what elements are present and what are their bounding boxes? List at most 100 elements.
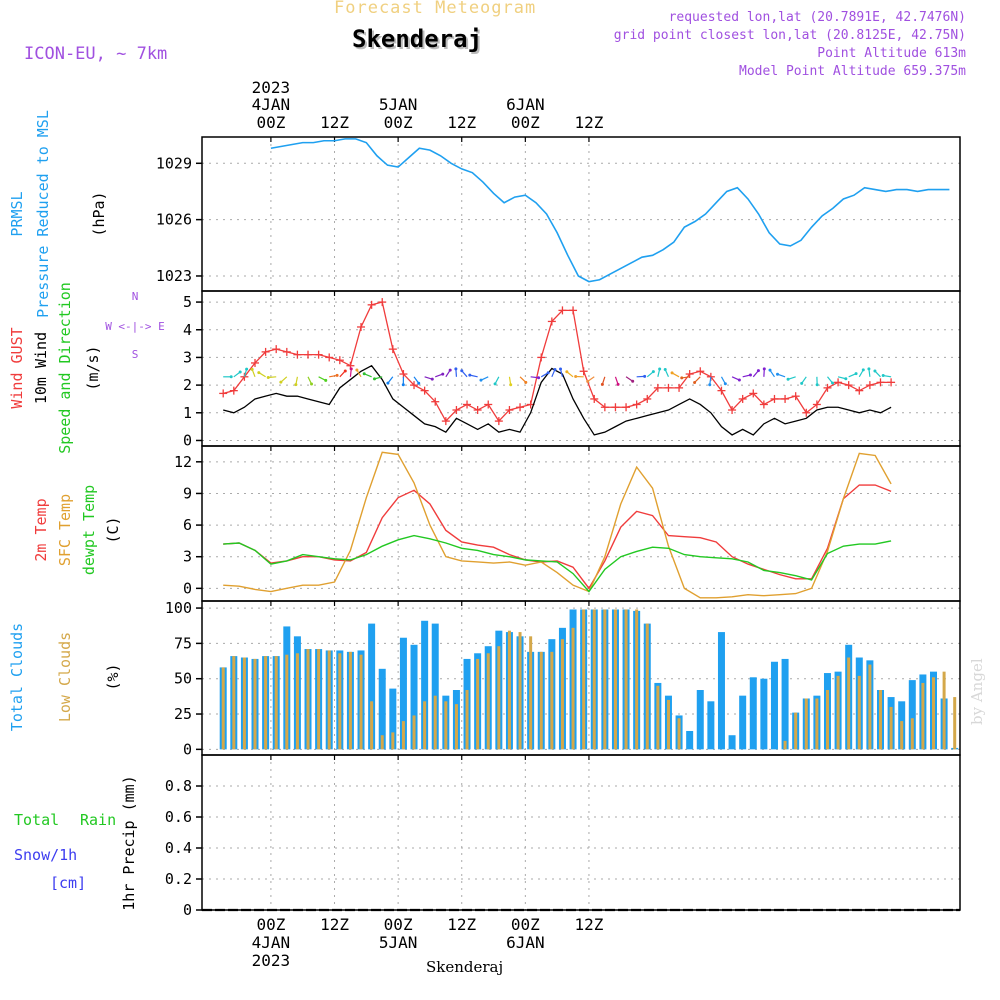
total-cloud-bar — [389, 688, 397, 750]
low-cloud-bar — [645, 623, 649, 750]
snow-legend-label: Snow/1h — [14, 846, 77, 864]
wind-arrow-head — [553, 367, 557, 371]
wind-arrow-head — [867, 367, 871, 371]
wind-arrow-head — [693, 380, 697, 384]
low-cloud-bar — [348, 651, 352, 750]
wind-arrow-head — [748, 373, 752, 377]
clouds-unit: (%) — [104, 663, 122, 690]
total-cloud-bar — [378, 668, 386, 750]
rain-legend-word-1: Total — [14, 811, 59, 829]
wind-arrow-head — [349, 367, 353, 371]
low-cloud-bar — [338, 653, 342, 750]
wind-arrow-head — [454, 367, 458, 371]
wind-arrow-head — [509, 383, 513, 387]
bottom-axis-hour-label: 12Z — [574, 915, 603, 934]
snow-legend-unit: [cm] — [50, 874, 86, 892]
bottom-axis-hour-label: 00Z — [511, 915, 540, 934]
total-cloud-bar — [908, 680, 916, 750]
low-cloud-bar — [592, 609, 596, 750]
wind-arrow-head — [294, 383, 298, 387]
wind-arrow-head — [663, 367, 667, 371]
low-cloud-bar — [666, 699, 670, 750]
temp-2m-line — [223, 484, 892, 590]
low-cloud-bar — [285, 654, 289, 750]
low-cloud-bar — [794, 712, 798, 750]
total-cloud-bar — [749, 677, 757, 750]
wind-arrow-head — [493, 382, 497, 386]
y-tick-label: 4 — [183, 321, 192, 339]
wind-arrow-head — [600, 382, 604, 386]
wind-arrow-head — [565, 370, 569, 374]
wind-arrow-head — [873, 369, 877, 373]
pressure-line — [270, 138, 950, 283]
low-cloud-bar — [847, 657, 851, 750]
wind-arrow-head — [723, 382, 727, 386]
low-clouds-label: Low Clouds — [56, 632, 74, 722]
wind-arrow-head — [372, 377, 376, 381]
low-cloud-bar — [529, 636, 533, 750]
low-cloud-bar — [836, 675, 840, 750]
low-cloud-bar — [391, 732, 395, 750]
wind-arrow-head — [756, 369, 760, 373]
panel-frame — [201, 136, 961, 292]
y-tick-label: 0 — [183, 579, 192, 597]
top-axis-date-label: 4JAN — [252, 95, 291, 114]
wind-arrow-head — [335, 373, 339, 377]
wind-arrow-head — [586, 379, 590, 383]
wind-arrow-head — [670, 371, 674, 375]
pressure-label-1: PRMSL — [8, 191, 26, 236]
low-cloud-bar — [444, 701, 448, 750]
wind-line — [223, 364, 892, 436]
wind-arrow-head — [737, 378, 741, 382]
low-cloud-bar — [274, 656, 278, 750]
low-cloud-bar — [253, 658, 257, 750]
low-cloud-bar — [497, 646, 501, 750]
low-cloud-bar — [942, 671, 946, 750]
wind-arrow-head — [229, 375, 233, 379]
y-tick-label: 0 — [183, 431, 192, 449]
bottom-axis-hour-label: 00Z — [256, 915, 285, 934]
total-cloud-bar — [696, 690, 704, 750]
top-axis-hour-label: 00Z — [511, 113, 540, 132]
y-tick-label: 9 — [183, 484, 192, 502]
low-cloud-bar — [380, 735, 384, 750]
requested-coords: requested lon,lat (20.7891E, 42.7476N) — [668, 10, 966, 25]
top-axis-hour-label: 00Z — [384, 113, 413, 132]
wind-arrow-head — [245, 367, 249, 371]
low-cloud-bar — [306, 649, 310, 750]
wind-arrow-head — [631, 379, 635, 383]
total-cloud-bar — [728, 735, 736, 750]
top-axis-hour-label: 12Z — [447, 113, 476, 132]
wind-arrow-head — [559, 367, 563, 371]
y-tick-label: 5 — [183, 293, 192, 311]
low-cloud-bar — [264, 656, 268, 750]
low-cloud-bar — [624, 609, 628, 750]
dewpt-line — [223, 534, 892, 593]
total-cloud-bar — [421, 620, 429, 750]
total-cloud-bar — [431, 623, 439, 750]
sfc-temp-line — [223, 451, 892, 599]
wind-arrow-head — [355, 368, 359, 372]
product-title: Forecast Meteogram — [334, 0, 537, 18]
bottom-axis-date-label: 6JAN — [506, 933, 545, 952]
wind-arrow-head — [616, 382, 620, 386]
y-tick-label: 12 — [174, 453, 192, 471]
wind-arrow-head — [479, 378, 483, 382]
low-cloud-bar — [423, 701, 427, 750]
total-cloud-bar — [707, 701, 715, 750]
wind-arrow-head — [524, 380, 528, 384]
top-axis-hour-label: 12Z — [574, 113, 603, 132]
wind-arrow-head — [257, 371, 261, 375]
wind-arrow-head — [651, 370, 655, 374]
y-tick-label: 1 — [183, 404, 192, 422]
low-cloud-bar — [910, 718, 914, 750]
low-cloud-bar — [921, 682, 925, 750]
low-cloud-bar — [571, 627, 575, 750]
total-cloud-bar — [410, 644, 418, 750]
low-cloud-bar — [889, 706, 893, 750]
low-cloud-bar — [359, 654, 363, 750]
low-cloud-bar — [295, 653, 299, 750]
y-tick-label: 1023 — [156, 267, 192, 285]
bottom-axis-date-label: 4JAN — [252, 933, 291, 952]
low-cloud-bar — [327, 650, 331, 750]
